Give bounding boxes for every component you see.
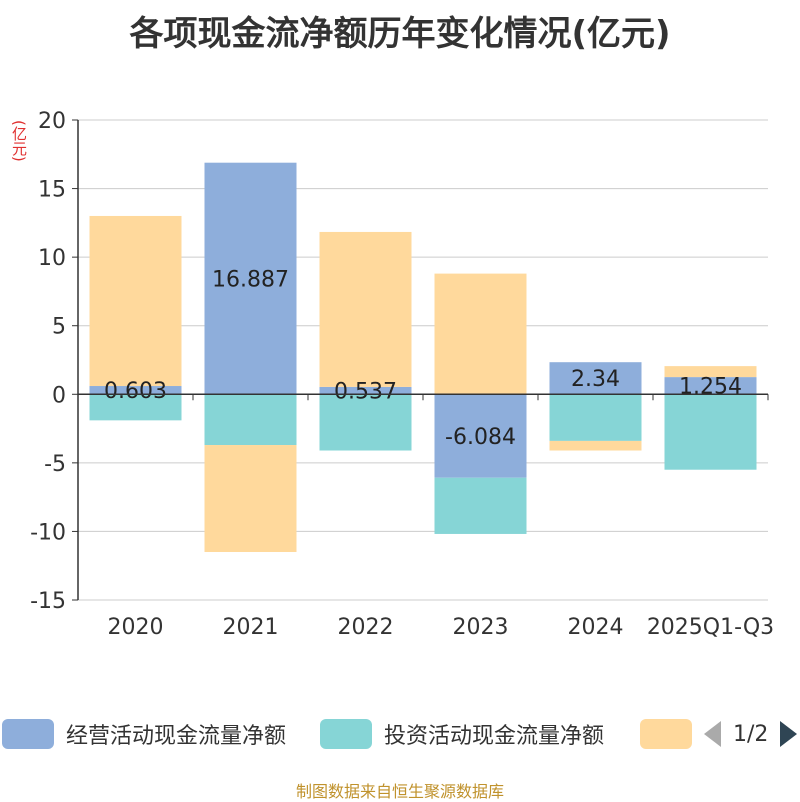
data-label-operating: -6.084	[445, 425, 516, 450]
y-tick-label: 10	[38, 246, 66, 271]
legend-next-page-icon[interactable]	[780, 721, 798, 747]
y-tick-label: -5	[44, 452, 66, 477]
bar-operating-2020	[89, 386, 182, 395]
x-category-label: 2022	[338, 615, 394, 640]
bar-chart: 20 15 10 5 0 -5 -10 -15 0.603 16.887 0.537 -6.084 2.…	[30, 109, 774, 640]
y-axis-unit-label: (亿元)	[10, 120, 28, 162]
bar-investing-2023	[434, 477, 527, 534]
legend-swatch-operating	[2, 719, 54, 749]
y-tick-label: -15	[30, 589, 66, 614]
bar-investing-2025Q1-Q3	[664, 394, 757, 470]
y-tick-label: 0	[52, 383, 66, 408]
legend-prev-page-icon[interactable]	[704, 721, 721, 747]
y-tick-label: -10	[30, 520, 66, 545]
x-category-label: 2020	[108, 615, 164, 640]
x-category-label: 2021	[223, 615, 279, 640]
chart-title: 各项现金流净额历年变化情况(亿元)	[129, 14, 671, 54]
data-label-operating: 0.537	[334, 380, 397, 405]
legend-label-operating: 经营活动现金流量净额	[66, 724, 287, 749]
bar-operating-2022	[319, 386, 412, 395]
y-tick-label: 20	[38, 109, 66, 134]
bar-financing-2023	[434, 273, 527, 395]
bar-operating-2024	[549, 362, 642, 395]
bar-financing-2024	[549, 440, 642, 451]
legend-label-investing: 投资活动现金流量净额	[384, 724, 605, 749]
x-category-label: 2023	[453, 615, 509, 640]
data-label-operating: 2.34	[571, 367, 620, 392]
bar-financing-2025Q1-Q3	[664, 366, 757, 378]
bar-financing-2022	[319, 231, 412, 387]
bar-operating-2021	[204, 162, 297, 395]
bar-operating-2025Q1-Q3	[664, 377, 757, 395]
bar-financing-2021	[204, 445, 297, 552]
bar-financing-2020	[89, 215, 182, 387]
bar-investing-2024	[549, 394, 642, 441]
legend-item-operating[interactable]: 经营活动现金流量净额	[2, 714, 286, 754]
data-label-operating: 0.603	[104, 379, 167, 404]
source-footer: 制图数据来自恒生聚源数据库	[295, 782, 504, 801]
legend-item-financing[interactable]	[640, 714, 692, 754]
data-label-operating: 16.887	[212, 267, 289, 292]
bar-investing-2022	[319, 394, 412, 451]
data-label-operating: 1.254	[679, 375, 742, 400]
y-tick-label: 5	[52, 315, 66, 340]
bar-investing-2020	[89, 394, 182, 421]
bar-operating-2023	[434, 394, 527, 478]
y-tick-label: 15	[38, 178, 66, 203]
legend-page-indicator: 1/2	[733, 721, 769, 747]
bar-investing-2021	[204, 394, 297, 446]
legend-item-investing[interactable]: 投资活动现金流量净额	[320, 714, 604, 754]
legend-swatch-financing	[640, 719, 692, 749]
legend-swatch-investing	[320, 719, 372, 749]
x-category-label: 2024	[568, 615, 624, 640]
legend: 经营活动现金流量净额 投资活动现金流量净额 1/2	[0, 714, 800, 754]
legend-pager: 1/2	[704, 714, 798, 754]
x-category-label: 2025Q1-Q3	[647, 615, 774, 640]
